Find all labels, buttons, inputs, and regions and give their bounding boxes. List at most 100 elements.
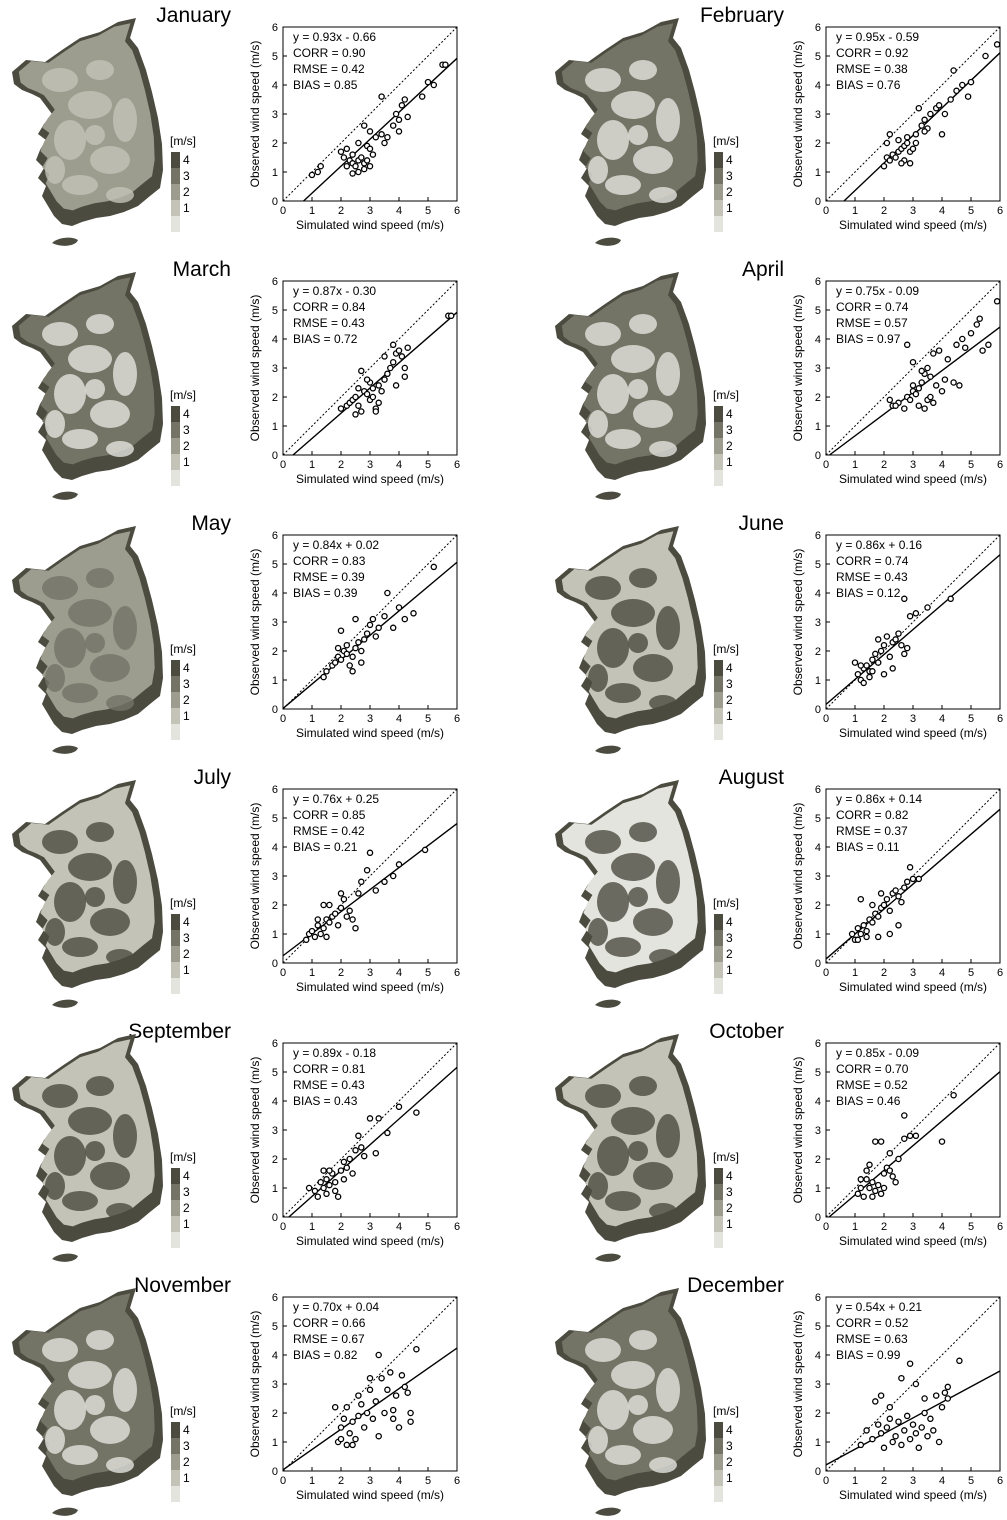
x-tick-label: 4 (396, 1221, 402, 1233)
map-wind-region (42, 322, 78, 346)
data-point (369, 385, 377, 392)
stats-line: BIAS = 0.99 (836, 1348, 901, 1362)
map-wind-region (629, 822, 657, 842)
data-point (334, 644, 342, 652)
colorbar-tick-label: 3 (183, 169, 190, 183)
x-tick-label: 2 (881, 205, 887, 217)
x-tick-label: 1 (309, 205, 315, 217)
map-wind-region (68, 345, 112, 373)
map-wind-region (656, 606, 680, 650)
data-point (898, 160, 905, 167)
x-tick-label: 5 (968, 1475, 974, 1487)
x-tick-label: 4 (396, 1475, 402, 1487)
map-wind-region (106, 695, 134, 711)
data-point (398, 1372, 406, 1379)
data-point (938, 1138, 946, 1145)
data-point (863, 1167, 870, 1174)
y-tick-label: 1 (272, 1183, 278, 1195)
map-wind-region (54, 374, 86, 414)
data-point (866, 1161, 873, 1169)
x-tick-label: 4 (396, 713, 402, 725)
stats-line: RMSE = 0.42 (293, 62, 365, 76)
colorbar-swatch (171, 724, 180, 740)
data-point (944, 356, 952, 363)
data-point (320, 924, 327, 932)
stats-line: y = 0.84x + 0.02 (293, 538, 379, 552)
colorbar-swatch (171, 1216, 180, 1232)
y-tick-label: 1 (815, 1437, 821, 1449)
x-tick-label: 4 (396, 205, 402, 217)
x-tick-label: 5 (968, 967, 974, 979)
colorbar-tick-label: 1 (726, 201, 733, 215)
map-wind-region (54, 1136, 86, 1176)
stats-line: BIAS = 0.11 (836, 840, 900, 854)
data-point (918, 379, 925, 386)
data-point (355, 1392, 362, 1399)
data-point (869, 656, 876, 663)
colorbar-swatch (171, 184, 180, 200)
data-point (349, 916, 356, 923)
data-point (389, 872, 397, 880)
korea-wind-map (555, 526, 706, 754)
map-wind-region (628, 1141, 648, 1161)
data-point (372, 1398, 380, 1405)
map-wind-region (90, 1416, 130, 1444)
x-tick-label: 6 (454, 1475, 460, 1487)
data-point (404, 1389, 411, 1396)
colorbar-swatch (714, 930, 723, 946)
stats-line: BIAS = 0.39 (293, 586, 358, 600)
y-axis-label: Observed wind speed (m/s) (791, 1311, 805, 1458)
data-point (918, 1424, 925, 1431)
map-wind-region (42, 68, 78, 92)
y-tick-label: 4 (272, 1350, 278, 1362)
data-point (909, 1421, 917, 1428)
data-point (895, 136, 902, 144)
colorbar-swatch (171, 1184, 180, 1200)
data-point (927, 1415, 934, 1423)
colorbar-tick-label: 4 (183, 1169, 190, 1183)
colorbar-tick-label: 2 (726, 1455, 733, 1469)
data-point (909, 358, 917, 366)
data-point (349, 1441, 356, 1449)
map-wind-region (605, 1445, 641, 1465)
x-tick-label: 2 (338, 205, 344, 217)
y-tick-label: 4 (815, 1096, 821, 1108)
data-point (387, 364, 394, 372)
y-tick-label: 5 (815, 305, 821, 317)
stats-line: RMSE = 0.52 (836, 1078, 908, 1092)
map-wind-region (113, 98, 137, 142)
y-tick-label: 2 (272, 646, 278, 658)
data-point (334, 1193, 342, 1200)
data-point (317, 930, 324, 938)
data-point (892, 636, 899, 643)
x-tick-label: 6 (454, 1221, 460, 1233)
y-tick-label: 3 (815, 363, 821, 375)
map-wind-region (588, 1426, 608, 1454)
y-axis-label: Observed wind speed (m/s) (248, 295, 262, 442)
map-wind-region (597, 882, 629, 922)
data-point (872, 1187, 879, 1195)
data-point (346, 1155, 353, 1163)
data-point (355, 402, 362, 409)
data-point (863, 1176, 870, 1183)
data-point (912, 610, 920, 617)
colorbar-tick-label: 4 (183, 407, 190, 421)
data-point (447, 312, 455, 320)
data-point (389, 122, 397, 129)
data-point (337, 627, 345, 634)
map-jeju-island (52, 237, 78, 246)
y-tick-label: 6 (272, 784, 278, 796)
data-point (404, 113, 411, 121)
x-axis-label: Simulated wind speed (m/s) (839, 472, 987, 486)
korea-wind-map (12, 1288, 163, 1516)
map-wind-region (628, 1395, 648, 1415)
data-point (915, 1444, 923, 1452)
map-wind-region (649, 949, 677, 965)
data-point (308, 171, 316, 179)
x-axis-label: Simulated wind speed (m/s) (296, 1234, 444, 1248)
y-tick-label: 1 (815, 167, 821, 179)
korea-wind-map (555, 780, 706, 1008)
data-point (898, 898, 905, 906)
scatter-plot: 0 1 2 3 4 5 6 0 1 2 3 4 5 6 y = 0.86x + 0.16 CORR = 0.7… (791, 530, 1003, 740)
y-tick-label: 5 (272, 813, 278, 825)
